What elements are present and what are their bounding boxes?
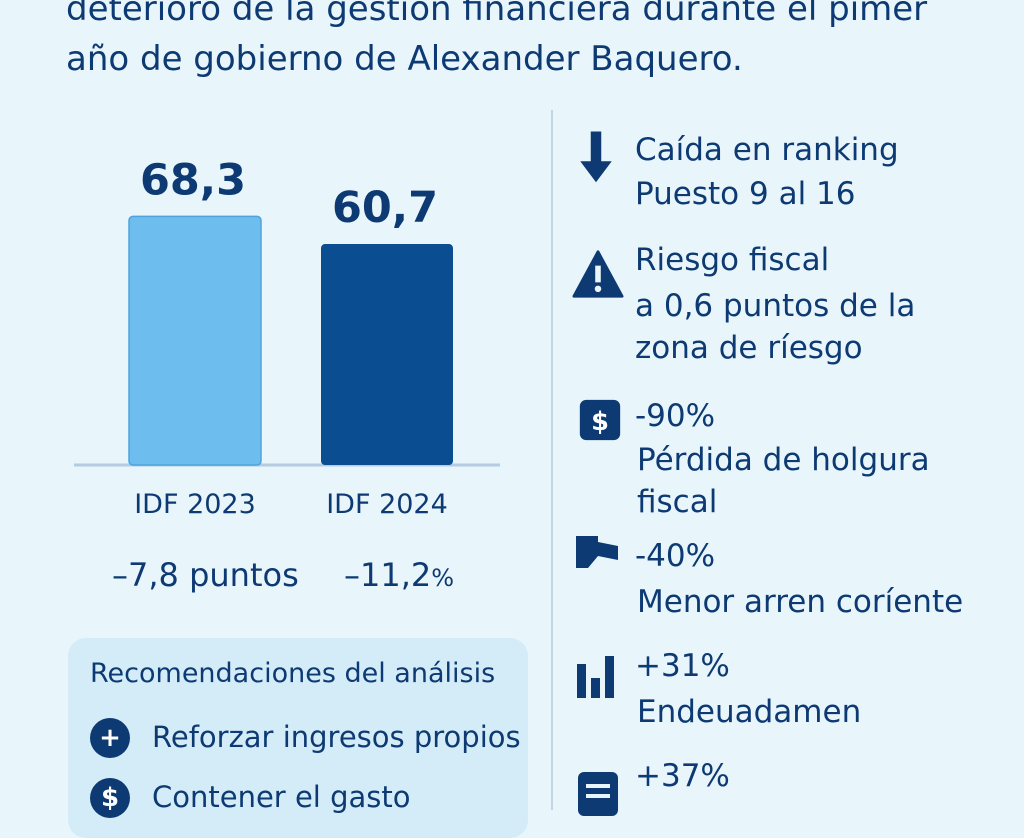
title-line-1: deterioro de la gestión financiera duran… [66,0,928,29]
stat-line: -40% [635,538,716,574]
bar-value-label-2024: 60,7 [332,183,438,233]
svg-text:$: $ [591,407,609,437]
bar-chart-icon [577,656,614,698]
delta-points: –7,8 puntos [112,556,299,594]
idf-bar-chart: 68,3 60,7 IDF 2023 IDF 2024 [74,155,500,520]
column-divider [551,110,553,810]
delta-percent-sign: % [431,564,455,592]
recommendations-title: Recomendaciones del análisis [90,658,496,689]
stat-line: -90% [635,398,716,434]
bar-idf-2023 [128,215,262,466]
recommendations-panel: Recomendaciones del análisis + Reforzar … [68,638,528,838]
recommendation-label: Contener el gasto [152,780,411,814]
stat-line: Menor arren coríente [637,584,964,620]
stat-line: fiscal [637,484,718,520]
category-label-2023: IDF 2023 [134,489,256,520]
stat-line: +37% [635,758,730,794]
delta-percent: –11,2% [344,556,454,594]
delta-percent-value: –11,2 [344,556,432,594]
bar-idf-2024 [321,244,453,465]
warning-icon [572,250,624,298]
stat-line: Endeuadamen [637,694,862,730]
page-title: deterioro de la gestión financiera duran… [66,0,986,84]
stat-line: Puesto 9 al 16 [635,176,856,212]
stat-line: zona de ríesgo [635,330,863,366]
flag-icon [576,536,618,568]
bar-value-label-2023: 68,3 [140,155,246,205]
stat-line: Pérdida de holgura [637,442,930,478]
dollar-icon: $ [90,778,130,818]
dollar-square-icon: $ [579,399,621,441]
plus-icon: + [90,718,130,758]
stat-line: a 0,6 puntos de la [635,288,916,324]
arrow-down-icon [580,131,612,183]
stat-line: Riesgo fiscal [635,242,830,278]
list-icon [578,772,618,816]
stat-line: +31% [635,648,730,684]
stat-line: Caída en ranking [635,132,899,168]
title-line-2: año de gobierno de Alexander Baquero. [66,39,743,79]
recommendation-label: Reforzar ingresos propios [152,720,521,754]
category-label-2024: IDF 2024 [326,489,448,520]
